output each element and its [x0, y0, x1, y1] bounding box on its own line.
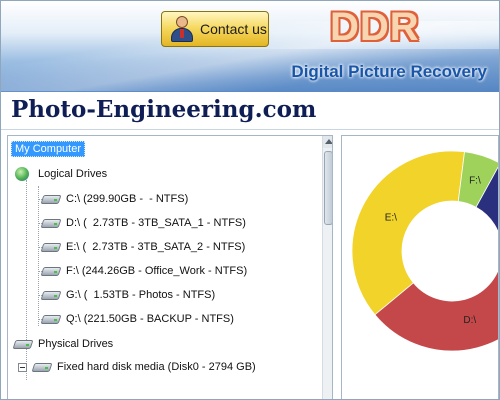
banner-shade: [1, 49, 499, 92]
scroll-up-arrow-icon[interactable]: [323, 136, 332, 148]
tree-drive-e[interactable]: E:\ ( 2.73TB - 3TB_SATA_2 - NTFS): [40, 237, 246, 257]
drive-label: C:\ (299.90GB - - NTFS): [66, 193, 189, 205]
collapse-toggle-icon[interactable]: [18, 362, 27, 372]
physical-disk-label: Fixed hard disk media (Disk0 - 2794 GB): [57, 361, 256, 373]
tree-guide-line: [26, 180, 27, 380]
tree-guide-line: [38, 186, 39, 326]
usage-donut-chart: E:\F:\G:\D:\: [351, 150, 498, 352]
drive-icon: [40, 265, 62, 277]
donut-slice: [475, 166, 498, 233]
drive-label: Q:\ (221.50GB - BACKUP - NTFS): [66, 313, 234, 325]
drive-icon: [40, 313, 62, 325]
usage-chart-panel: E:\F:\G:\D:\: [341, 135, 499, 399]
tree-drive-g[interactable]: G:\ ( 1.53TB - Photos - NTFS): [40, 285, 216, 305]
donut-slice-label: E:\: [385, 212, 397, 223]
donut-slice-label: F:\: [469, 175, 481, 186]
donut-slice-label: D:\: [463, 315, 476, 326]
tree-physical-drives[interactable]: Physical Drives: [12, 334, 114, 354]
ddr-logo: DDR: [330, 5, 420, 49]
drive-label: G:\ ( 1.53TB - Photos - NTFS): [66, 289, 216, 301]
drive-icon: [40, 217, 62, 229]
product-subtitle: Digital Picture Recovery: [291, 62, 487, 81]
donut-hole: [403, 202, 498, 300]
logical-drives-label: Logical Drives: [38, 168, 108, 180]
tree-drive-c[interactable]: C:\ (299.90GB - - NTFS): [40, 189, 189, 209]
drive-icon: [40, 241, 62, 253]
header-banner: Contact us DDR Digital Picture Recovery: [1, 1, 499, 92]
drive-tree: My Computer Logical Drives C:\ (299.90GB…: [7, 135, 333, 399]
tree-drive-q[interactable]: Q:\ (221.50GB - BACKUP - NTFS): [40, 309, 234, 329]
tree-root-label: My Computer: [11, 141, 86, 157]
physical-drives-label: Physical Drives: [38, 338, 114, 350]
physical-drives-icon: [12, 338, 34, 350]
contact-us-button[interactable]: Contact us: [161, 11, 269, 47]
tree-drive-f[interactable]: F:\ (244.26GB - Office_Work - NTFS): [40, 261, 248, 281]
donut-slice: [351, 150, 465, 316]
drive-label: D:\ ( 2.73TB - 3TB_SATA_1 - NTFS): [66, 217, 246, 229]
tree-logical-drives[interactable]: Logical Drives: [14, 164, 107, 184]
drive-icon: [40, 193, 62, 205]
donut-slice: [374, 269, 498, 352]
drive-label: F:\ (244.26GB - Office_Work - NTFS): [66, 265, 248, 277]
person-icon: [171, 16, 193, 42]
tree-drive-d[interactable]: D:\ ( 2.73TB - 3TB_SATA_1 - NTFS): [40, 213, 246, 233]
brand-name: Photo-Engineering.com: [11, 96, 317, 123]
drive-label: E:\ ( 2.73TB - 3TB_SATA_2 - NTFS): [66, 241, 246, 253]
logical-drives-icon: [14, 166, 32, 182]
drive-icon: [31, 361, 53, 373]
contact-us-label: Contact us: [200, 21, 267, 37]
tree-physical-disk0[interactable]: Fixed hard disk media (Disk0 - 2794 GB): [18, 357, 256, 377]
tree-scrollbar[interactable]: [322, 136, 332, 399]
drive-icon: [40, 289, 62, 301]
tree-root[interactable]: My Computer: [11, 139, 86, 159]
brand-strip: Photo-Engineering.com: [1, 92, 499, 130]
scroll-thumb[interactable]: [324, 151, 332, 225]
